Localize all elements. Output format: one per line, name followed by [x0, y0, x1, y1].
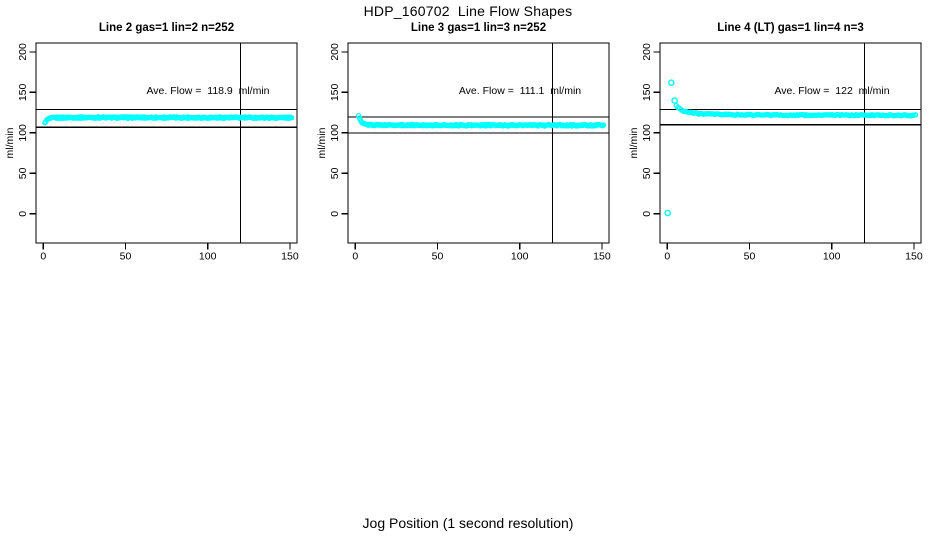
x-tick-label: 150 — [905, 251, 923, 263]
ave-flow-annotation-line2: Ave. Flow = 118.9 ml/min — [146, 85, 270, 97]
x-tick-label: 150 — [281, 251, 299, 263]
y-tick-label: 200 — [17, 43, 29, 61]
y-tick-label: 50 — [17, 167, 29, 179]
panel-title-line4: Line 4 (LT) gas=1 lin=4 n=3 — [717, 22, 864, 34]
y-axis-label: ml/min — [4, 127, 16, 158]
x-tick-label: 0 — [352, 251, 358, 263]
panel-title-line3: Line 3 gas=1 lin=3 n=252 — [410, 22, 547, 34]
x-tick-label: 100 — [511, 251, 529, 263]
ave-flow-annotation-line3: Ave. Flow = 111.1 ml/min — [458, 85, 582, 97]
x-axis-label: Jog Position (1 second resolution) — [362, 515, 574, 531]
y-tick-label: 150 — [641, 83, 653, 101]
plot-box — [35, 42, 298, 244]
x-tick-label: 0 — [664, 251, 670, 263]
outlier-point — [671, 97, 678, 104]
chart-title: HDP_160702 Line Flow Shapes — [363, 3, 573, 19]
y-tick-label: 0 — [17, 211, 29, 217]
y-tick-label: 150 — [329, 83, 341, 101]
y-tick-label: 50 — [641, 167, 653, 179]
x-tick-label: 0 — [40, 251, 46, 263]
data-point — [355, 112, 362, 119]
x-tick-label: 100 — [199, 251, 217, 263]
y-tick-label: 100 — [641, 124, 653, 142]
data-point — [600, 122, 607, 128]
x-tick-label: 50 — [432, 251, 444, 263]
panel-title-line2: Line 2 gas=1 lin=2 n=252 — [98, 22, 235, 34]
x-tick-label: 100 — [823, 251, 841, 263]
x-tick-label: 150 — [593, 251, 611, 263]
y-tick-label: 100 — [329, 124, 341, 142]
y-tick-label: 100 — [17, 124, 29, 142]
y-tick-label: 200 — [641, 43, 653, 61]
plot-box — [659, 42, 922, 244]
y-axis-label: ml/min — [316, 127, 328, 158]
plot-box — [347, 42, 610, 244]
outlier-point — [668, 79, 675, 86]
outlier-point — [664, 209, 672, 217]
ave-flow-annotation-line4: Ave. Flow = 122 ml/min — [774, 85, 890, 97]
y-tick-label: 0 — [329, 211, 341, 217]
data-point — [912, 112, 919, 118]
data-point — [288, 115, 295, 121]
x-tick-label: 50 — [744, 251, 756, 263]
y-axis-label: ml/min — [628, 127, 640, 158]
y-tick-label: 0 — [641, 211, 653, 217]
y-tick-label: 50 — [329, 167, 341, 179]
x-tick-label: 50 — [120, 251, 132, 263]
y-tick-label: 200 — [329, 43, 341, 61]
y-tick-label: 150 — [17, 83, 29, 101]
